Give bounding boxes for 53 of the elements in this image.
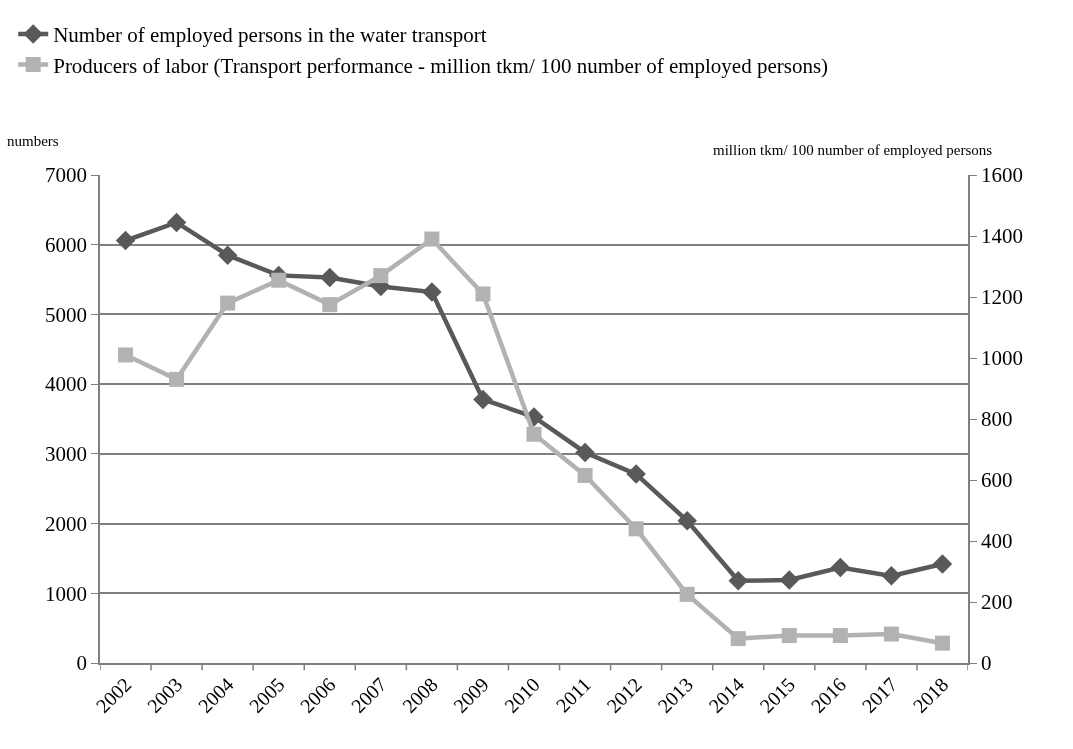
point — [628, 521, 644, 537]
y2-axis-title: million tkm/ 100 number of employed persons — [713, 142, 993, 158]
point — [781, 628, 797, 644]
point — [422, 282, 442, 302]
point — [830, 557, 851, 578]
y2-tick-label: 600 — [980, 468, 1013, 493]
y-tick-label: 4000 — [45, 372, 88, 397]
point — [373, 268, 389, 284]
y2-tick-label: 800 — [980, 407, 1013, 432]
legend-label: Producers of labor (Transport performance - million tkm/ 100 number of employed persons) — [53, 53, 829, 78]
point — [728, 570, 748, 591]
y-tick-label: 2000 — [45, 511, 88, 536]
y-tick-label: 5000 — [45, 302, 88, 327]
y2-tick-label: 0 — [980, 651, 992, 676]
legend-label: Number of employed persons in the water transport — [53, 23, 487, 48]
point — [166, 212, 187, 233]
point — [575, 442, 595, 463]
point — [932, 554, 953, 574]
point — [883, 626, 899, 642]
point — [679, 586, 695, 602]
point — [677, 511, 697, 531]
y2-tick-label: 1200 — [980, 285, 1023, 310]
point — [779, 570, 800, 590]
y-tick-label: 3000 — [45, 442, 88, 467]
point — [832, 628, 848, 644]
point — [424, 231, 440, 247]
point — [115, 230, 136, 251]
point — [881, 566, 902, 586]
point — [217, 245, 238, 265]
point — [473, 389, 493, 410]
x-tick-label: 2011 — [551, 673, 595, 717]
point — [475, 286, 491, 302]
y-tick-label: 7000 — [45, 163, 88, 188]
point — [577, 467, 593, 483]
point — [169, 371, 185, 387]
point — [322, 297, 338, 313]
y-axis-title: numbers — [7, 133, 59, 149]
point — [934, 635, 950, 651]
point — [730, 631, 746, 647]
y2-tick-label: 200 — [980, 590, 1013, 615]
point — [271, 272, 287, 288]
y2-tick-label: 400 — [980, 529, 1013, 554]
y-tick-label: 6000 — [45, 233, 88, 258]
point — [626, 464, 646, 484]
point — [118, 347, 134, 363]
point — [526, 426, 542, 442]
y-tick-label: 1000 — [45, 581, 88, 606]
y2-tick-label: 1400 — [980, 224, 1023, 249]
y2-tick-label: 1600 — [980, 163, 1023, 188]
point — [220, 295, 236, 311]
y-tick-label: 0 — [76, 651, 88, 676]
point — [320, 267, 340, 288]
y2-tick-label: 1000 — [980, 346, 1023, 371]
